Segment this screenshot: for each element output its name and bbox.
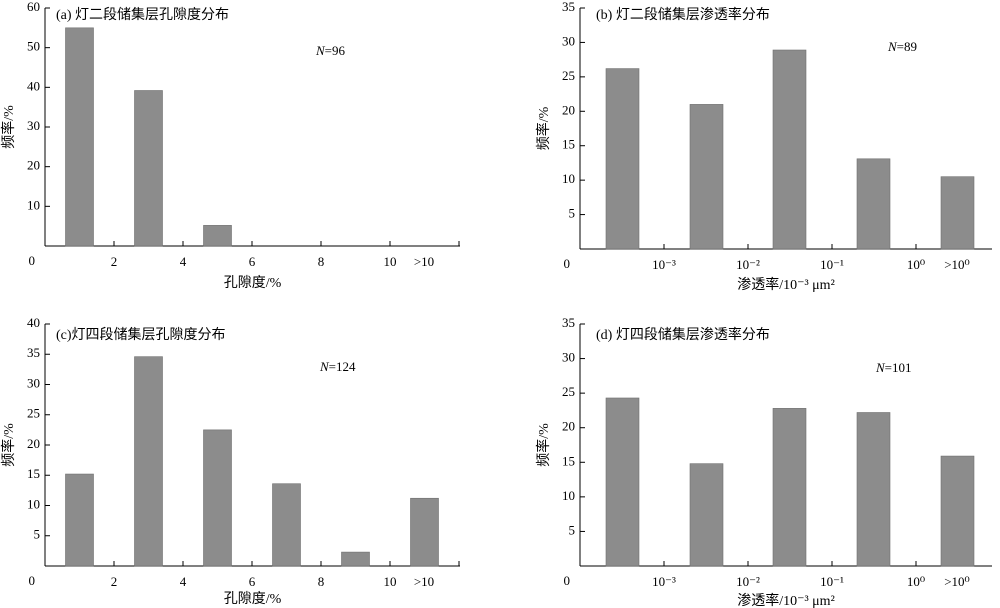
bar: [772, 408, 807, 567]
bar: [134, 356, 163, 567]
y-tick-label: 20: [562, 419, 575, 434]
chart-panel-d: 0 5 10 15 20 25 30 35 10⁻³ 10⁻² 10⁻¹ 10⁰ >10⁰ (d) 灯四段…: [535, 315, 992, 608]
x-tick-label: 10⁻²: [736, 574, 760, 589]
y-tick-label: 25: [562, 384, 575, 399]
x-tick-label: 6: [249, 574, 256, 589]
bar: [341, 551, 370, 567]
y-axis-label: 频率/%: [535, 423, 552, 467]
bar: [272, 483, 301, 567]
y-tick-label: 30: [562, 33, 575, 48]
y-tick-label: 15: [562, 453, 575, 468]
x-tick-label: 10: [384, 574, 397, 589]
sample-count-label: N=96: [315, 43, 346, 58]
x-tick-label: 4: [180, 574, 187, 589]
x-tick-label: 2: [111, 574, 118, 589]
y-tick-label: 40: [27, 315, 40, 330]
x-tick-label: 10: [384, 254, 397, 269]
y-tick-label: 0: [564, 256, 571, 271]
y-tick-label: 20: [562, 102, 575, 117]
x-tick-label: 10⁰: [907, 257, 925, 272]
x-tick-label: 10⁻²: [736, 257, 760, 272]
x-axis-label: 孔隙度/%: [224, 591, 282, 607]
x-axis-label: 渗透率/10⁻³ μm²: [737, 276, 835, 293]
sample-count-label: N=124: [319, 359, 356, 374]
bar: [203, 429, 232, 567]
x-axis-label: 渗透率/10⁻³ μm²: [737, 592, 835, 608]
x-tick-label: 6: [249, 254, 256, 269]
chart-title: (a) 灯二段储集层孔隙度分布: [56, 6, 229, 23]
x-tick-label: 10⁻³: [652, 574, 676, 589]
y-tick-label: 25: [562, 68, 575, 83]
bar: [689, 104, 724, 250]
y-tick-label: 50: [27, 39, 40, 54]
bar: [940, 176, 975, 250]
x-tick-label: 4: [180, 254, 187, 269]
x-axis-label: 孔隙度/%: [224, 275, 282, 291]
chart-panel-c: 0 5 10 15 20 25 30 35 40 2 4 6 8 10 >10 (c)灯四段储集层孔隙度分布 N…: [0, 315, 460, 607]
y-tick-label: 60: [27, 0, 40, 14]
y-tick-label: 20: [27, 436, 40, 451]
bar: [856, 158, 891, 250]
y-tick-label: 0: [564, 573, 571, 588]
x-tick-label: >10⁰: [944, 257, 970, 272]
bar: [772, 49, 807, 250]
y-tick-label: 10: [27, 197, 40, 212]
chart-title: (d) 灯四段储集层渗透率分布: [596, 326, 770, 343]
bar: [134, 90, 163, 247]
y-tick-label: 10: [562, 171, 575, 186]
y-tick-label: 20: [27, 158, 40, 173]
chart-panel-a: 0 10 20 30 40 50 60 2 4 6 8 10 >10 (a) 灯二段储集层孔隙度分布 N=9…: [0, 0, 460, 291]
x-tick-label: >10⁰: [944, 574, 970, 589]
y-tick-label: 25: [27, 406, 40, 421]
y-tick-label: 15: [562, 137, 575, 152]
y-tick-label: 35: [562, 315, 575, 330]
x-tick-label: 10⁰: [907, 574, 925, 589]
y-tick-label: 5: [34, 527, 41, 542]
bar: [856, 412, 891, 567]
y-axis-label: 频率/%: [535, 106, 552, 150]
bar: [65, 27, 94, 247]
x-tick-label: 2: [111, 254, 118, 269]
y-tick-label: 5: [569, 522, 576, 537]
x-tick-label: >10: [414, 254, 434, 269]
x-tick-label: >10: [414, 574, 434, 589]
y-tick-label: 10: [27, 496, 40, 511]
y-tick-label: 0: [29, 253, 36, 268]
y-tick-label: 5: [569, 206, 576, 221]
y-tick-label: 30: [562, 350, 575, 365]
bar: [410, 497, 439, 567]
chart-panel-b: 0 5 10 15 20 25 30 35 10⁻³ 10⁻² 10⁻¹ 10⁰ >10⁰ (b) 灯二段…: [535, 0, 992, 293]
x-tick-label: 10⁻³: [652, 257, 676, 272]
bar: [605, 397, 640, 567]
y-tick-label: 30: [27, 118, 40, 133]
y-tick-label: 10: [562, 488, 575, 503]
x-tick-label: 10⁻¹: [820, 257, 844, 272]
y-tick-label: 35: [27, 345, 40, 360]
y-tick-label: 30: [27, 375, 40, 390]
x-tick-label: 8: [318, 254, 325, 269]
y-tick-label: 40: [27, 78, 40, 93]
chart-title: (b) 灯二段储集层渗透率分布: [596, 6, 770, 23]
x-tick-label: 8: [318, 574, 325, 589]
y-tick-label: 35: [562, 0, 575, 14]
y-axis-label: 频率/%: [0, 423, 17, 467]
y-tick-label: 0: [29, 573, 36, 588]
bar: [689, 463, 724, 567]
y-axis-label: 频率/%: [0, 105, 17, 149]
bar: [65, 473, 94, 567]
chart-title: (c)灯四段储集层孔隙度分布: [56, 326, 226, 343]
x-tick-label: 10⁻¹: [820, 574, 844, 589]
bar: [940, 455, 975, 567]
bar: [203, 225, 232, 247]
bar: [605, 68, 640, 250]
y-tick-label: 15: [27, 466, 40, 481]
sample-count-label: N=101: [875, 360, 912, 375]
sample-count-label: N=89: [887, 39, 917, 54]
